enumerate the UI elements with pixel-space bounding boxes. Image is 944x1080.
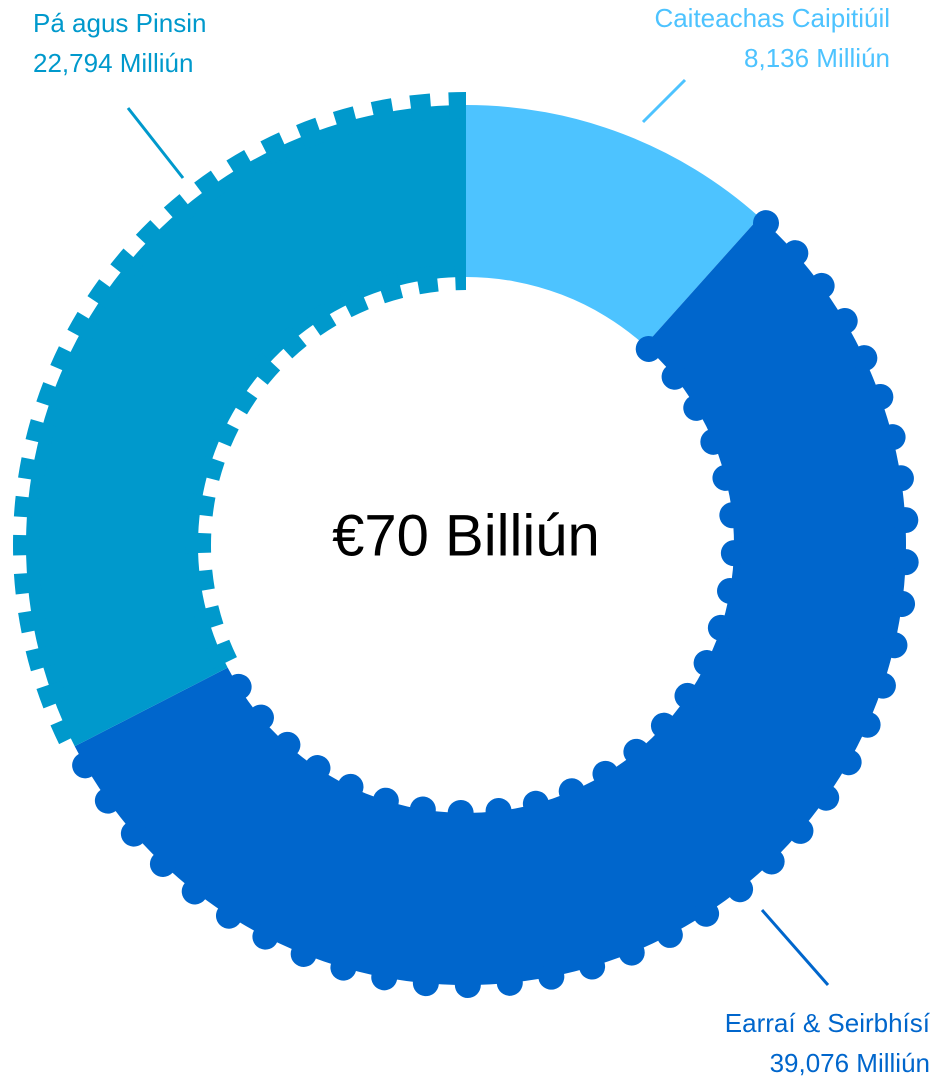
center-label: €70 Billiún [332, 503, 600, 568]
category-label: Caiteachas Caipitiúil [654, 3, 890, 33]
donut: Caiteachas Caipitiúil 8,136 Milliún Earraí… [13, 3, 931, 1078]
leader-line [641, 78, 687, 124]
category-label: Pá agus Pinsin [33, 8, 206, 38]
category-label: Earraí & Seirbhísí [725, 1008, 931, 1038]
leader-line [126, 107, 185, 179]
value-label: 22,794 Milliún [33, 48, 193, 78]
segment-edge [65, 210, 919, 998]
segment-edge [217, 335, 747, 826]
value-label: 39,076 Milliún [770, 1048, 930, 1078]
segment [466, 105, 760, 346]
value-label: 8,136 Milliún [744, 43, 890, 73]
segment [26, 105, 467, 747]
segment-edge [185, 264, 467, 669]
leader-line [760, 909, 830, 986]
